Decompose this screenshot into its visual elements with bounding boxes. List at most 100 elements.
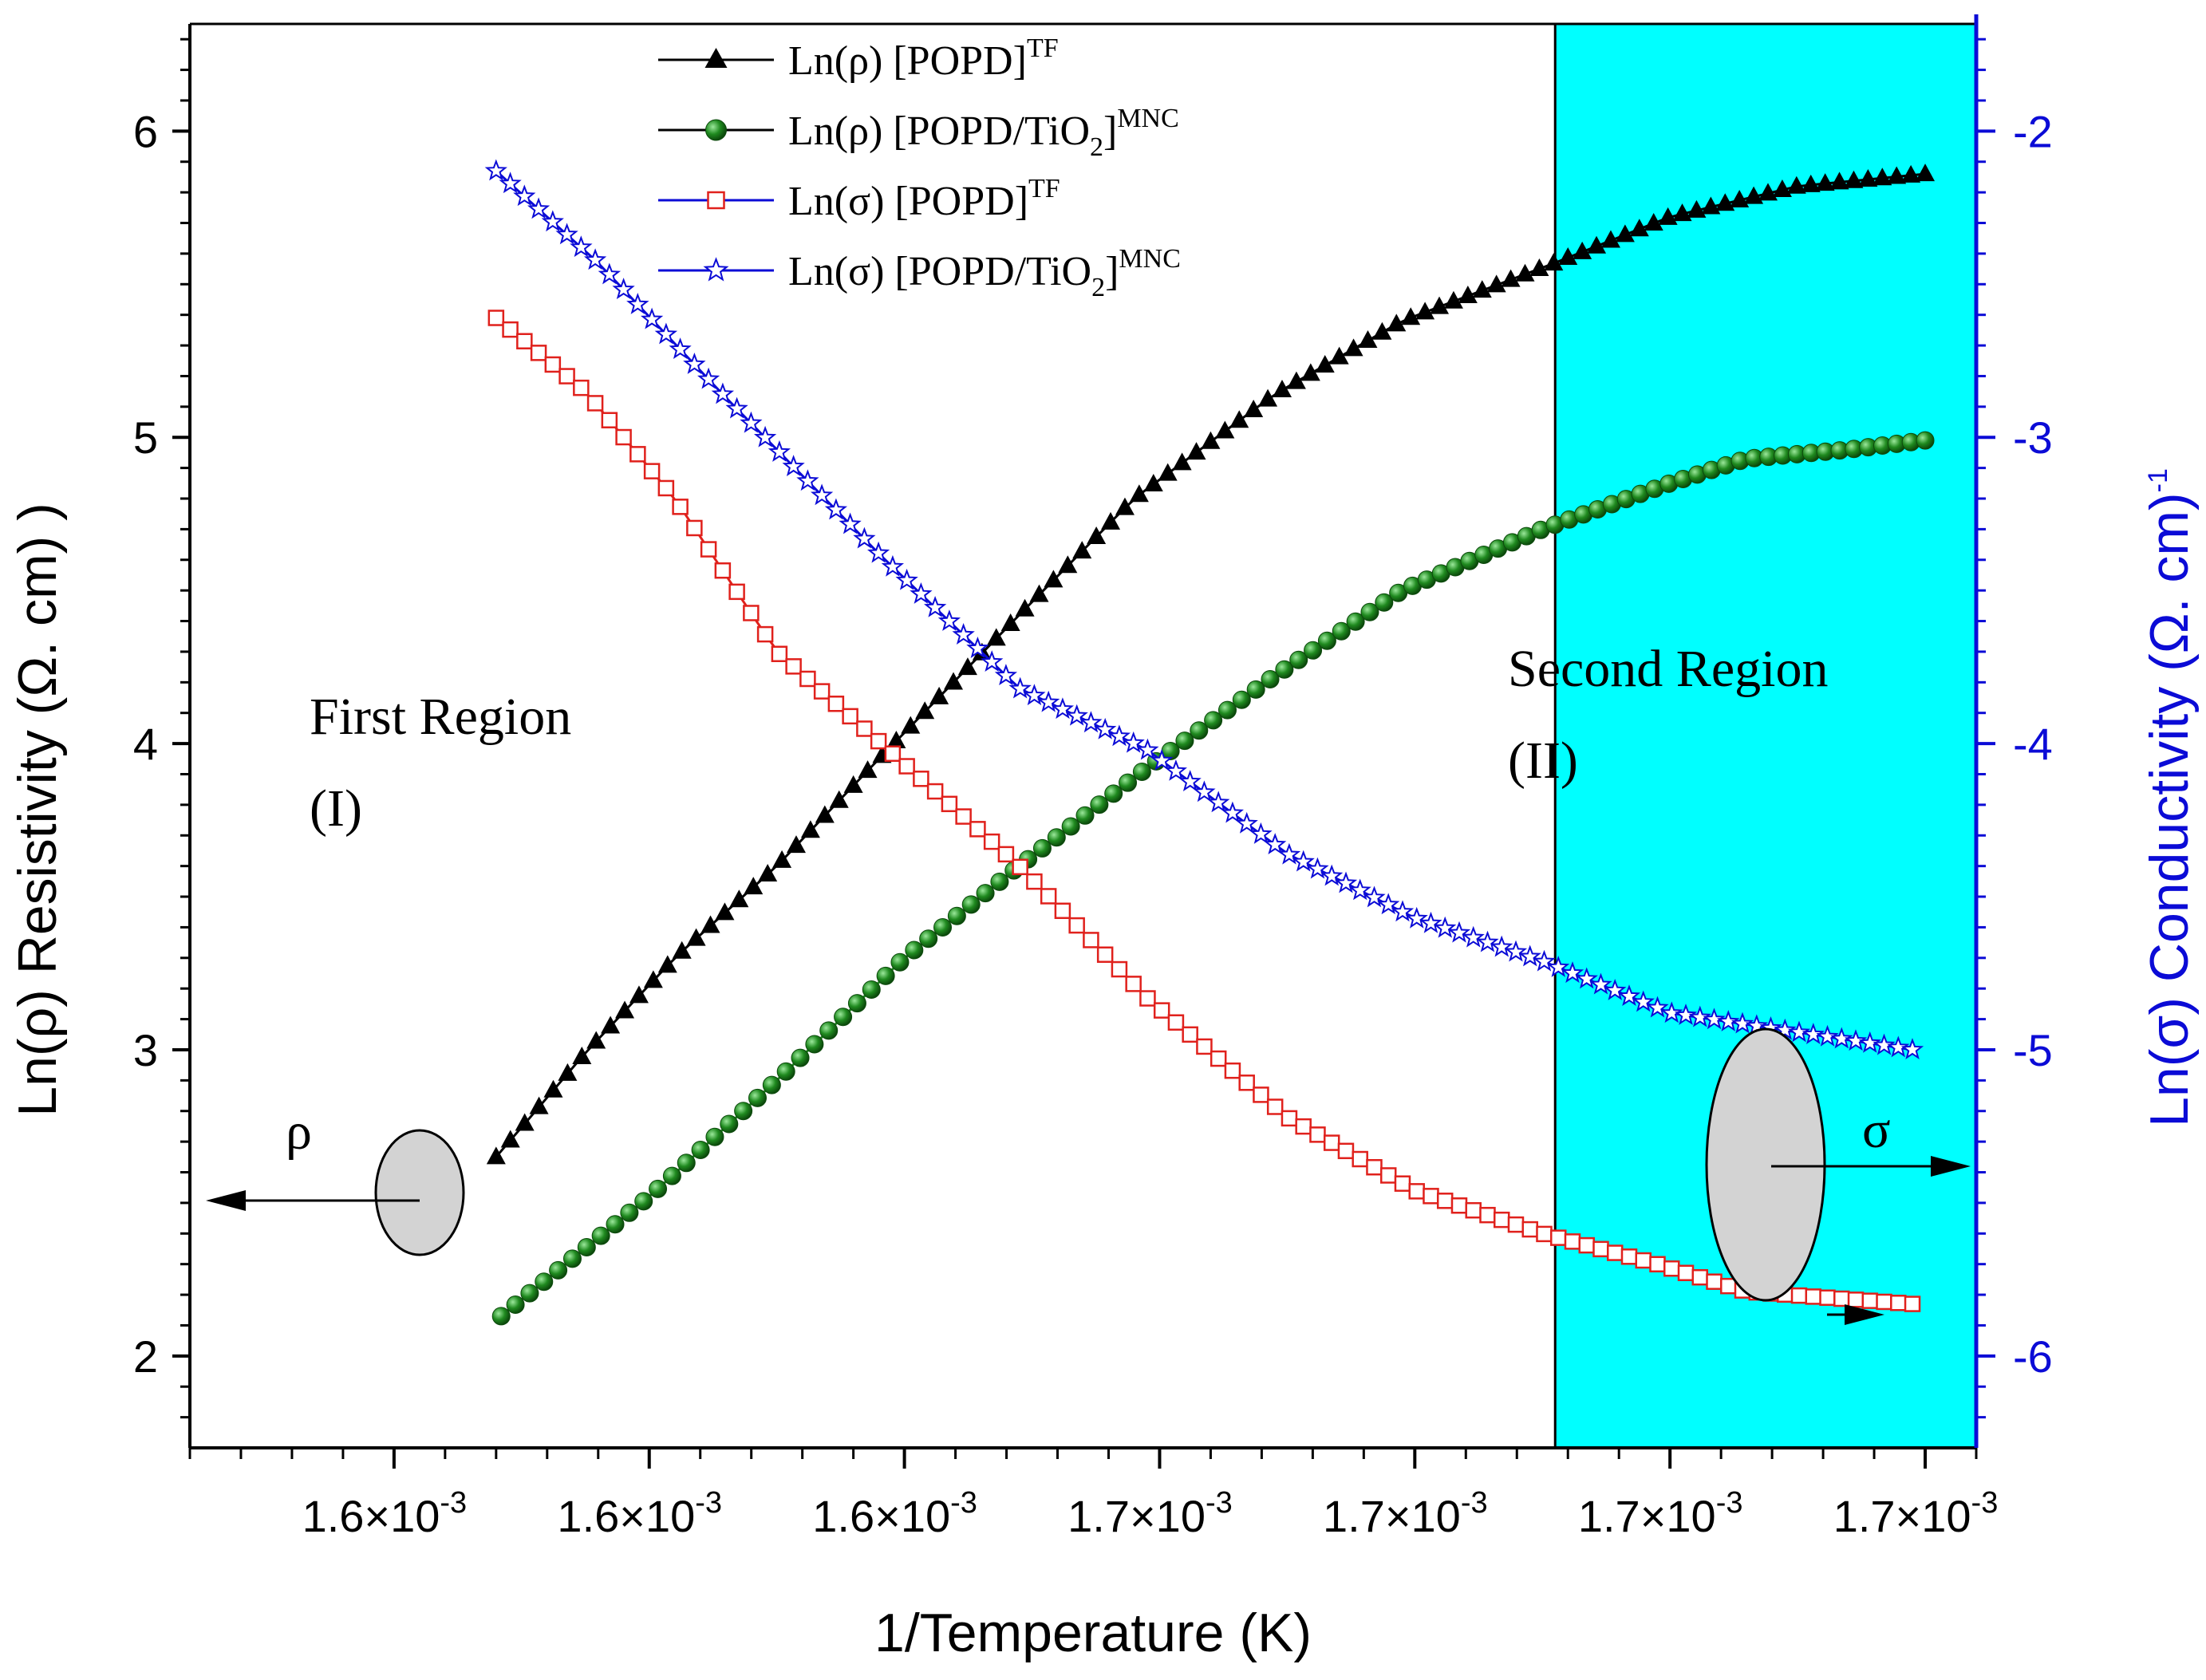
data-point xyxy=(1744,186,1764,204)
data-point xyxy=(1486,274,1506,293)
data-point xyxy=(1348,878,1371,901)
data-point xyxy=(834,1008,853,1027)
data-point xyxy=(1107,724,1131,747)
legend-label: Ln(ρ) [POPD/TiO2]MNC xyxy=(788,104,1179,162)
data-point xyxy=(491,1307,511,1326)
y-right-tick-label: -3 xyxy=(2013,412,2053,463)
data-point xyxy=(924,595,947,617)
data-point xyxy=(771,645,788,663)
data-point xyxy=(1158,463,1178,481)
data-point xyxy=(715,902,735,921)
data-point xyxy=(1372,321,1392,340)
legend-marker xyxy=(704,48,728,68)
x-tick-exponent: -3 xyxy=(1971,1486,1999,1520)
data-point xyxy=(1375,593,1394,612)
data-point xyxy=(1132,762,1151,781)
data-point xyxy=(1815,173,1835,191)
y-right-tick-label: -5 xyxy=(2013,1025,2053,1075)
legend-marker xyxy=(705,119,727,141)
data-point xyxy=(1672,203,1692,222)
data-point xyxy=(1215,420,1235,439)
y-right-tick-label: -4 xyxy=(2013,719,2053,769)
data-point xyxy=(1758,183,1778,201)
data-point xyxy=(1346,612,1365,631)
data-point xyxy=(1334,871,1358,893)
data-point xyxy=(1561,961,1584,984)
data-point xyxy=(762,1075,781,1094)
data-point xyxy=(562,1249,582,1268)
data-point xyxy=(1204,711,1223,730)
data-point xyxy=(740,411,763,433)
data-point xyxy=(1309,1126,1326,1143)
data-point xyxy=(926,783,944,800)
data-point xyxy=(870,732,887,750)
data-point xyxy=(544,356,562,373)
data-point xyxy=(1547,955,1570,977)
data-point xyxy=(728,583,745,601)
axes-layer: 2 3 4 5 6 -2 -3 -4 -5 -6 1.6×10-3 1.6×10-3 1.6×10-3 1… xyxy=(133,14,2053,1541)
data-point xyxy=(700,915,720,933)
data-point xyxy=(1518,945,1541,967)
data-point xyxy=(1323,1134,1340,1151)
data-point xyxy=(1833,1290,1850,1307)
data-point xyxy=(1606,1244,1624,1261)
data-point xyxy=(662,1166,681,1185)
data-point xyxy=(758,864,778,882)
data-point xyxy=(1479,1206,1496,1224)
x-tick-label: 1.7×10-3 xyxy=(1323,1486,1488,1541)
data-point xyxy=(905,941,924,960)
data-point xyxy=(1916,164,1936,182)
data-point xyxy=(1249,822,1273,844)
legend-label-sup: TF xyxy=(1028,174,1060,203)
data-point xyxy=(1688,1005,1711,1027)
data-point xyxy=(1238,1075,1255,1091)
y-axis-right-title-sup: -1 xyxy=(2143,468,2173,492)
data-point xyxy=(606,1215,625,1234)
x-tick-exponent: -3 xyxy=(695,1486,722,1520)
data-point xyxy=(1008,676,1032,699)
data-point xyxy=(1592,1240,1609,1258)
data-point xyxy=(586,1031,606,1049)
x-tick-label: 1.6×10-3 xyxy=(557,1486,722,1541)
x-tick-exponent: -3 xyxy=(440,1486,467,1520)
data-point xyxy=(1266,1098,1284,1115)
x-tick-exponent: -3 xyxy=(950,1486,977,1520)
data-point xyxy=(1075,806,1095,825)
data-point xyxy=(756,625,774,643)
data-point xyxy=(691,1141,710,1160)
data-point xyxy=(1408,1183,1425,1200)
data-point xyxy=(1772,179,1792,198)
data-point xyxy=(1261,670,1280,689)
region-2-label: (II) xyxy=(1508,732,1578,790)
sigma-symbol: σ xyxy=(1862,1101,1891,1159)
data-point xyxy=(729,889,749,908)
data-point xyxy=(1730,1012,1754,1034)
data-point xyxy=(1589,972,1612,995)
data-point xyxy=(1423,1188,1439,1205)
data-point xyxy=(1873,1033,1896,1055)
legend: Ln(ρ) [POPD]TF Ln(ρ) [POPD/TiO2]MNC Ln(σ) … xyxy=(658,34,1181,302)
legend-item-sigma_mnc: Ln(σ) [POPD/TiO2]MNC xyxy=(658,244,1181,302)
data-point xyxy=(898,758,915,775)
data-point xyxy=(1504,940,1528,962)
data-point xyxy=(858,760,878,779)
data-point xyxy=(867,541,890,563)
data-point xyxy=(890,952,910,972)
data-point xyxy=(929,686,949,704)
legend-marker xyxy=(703,257,729,282)
data-point xyxy=(1434,916,1457,938)
data-point xyxy=(515,1113,535,1131)
data-point xyxy=(1501,269,1521,287)
data-point xyxy=(862,980,881,999)
data-point xyxy=(819,1021,839,1040)
data-point xyxy=(1587,235,1607,254)
legend-item-rho_tf: Ln(ρ) [POPD]TF xyxy=(658,34,1059,84)
data-point xyxy=(541,210,564,232)
data-point xyxy=(705,1127,724,1146)
data-point xyxy=(748,1088,767,1107)
data-point xyxy=(944,672,964,690)
data-point xyxy=(1529,258,1549,276)
data-point xyxy=(815,805,835,823)
data-point xyxy=(1096,946,1114,963)
